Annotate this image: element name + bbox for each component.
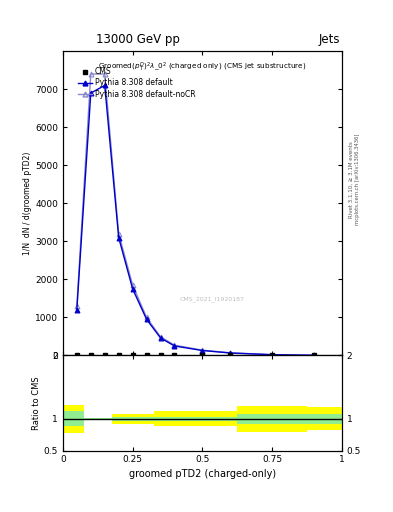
Text: Rivet 3.1.10, ≥ 3.1M events: Rivet 3.1.10, ≥ 3.1M events	[349, 141, 354, 218]
Text: mcplots.cern.ch [arXiv:1306.3436]: mcplots.cern.ch [arXiv:1306.3436]	[355, 134, 360, 225]
Legend: CMS, Pythia 8.308 default, Pythia 8.308 default-noCR: CMS, Pythia 8.308 default, Pythia 8.308 …	[75, 64, 198, 102]
Y-axis label: Ratio to CMS: Ratio to CMS	[32, 376, 41, 430]
Y-axis label: 1/N  dN / d(groomed pTD2): 1/N dN / d(groomed pTD2)	[23, 152, 32, 255]
Text: CMS_2021_I1920187: CMS_2021_I1920187	[180, 297, 245, 303]
Text: 13000 GeV pp: 13000 GeV pp	[95, 33, 180, 46]
X-axis label: groomed pTD2 (charged-only): groomed pTD2 (charged-only)	[129, 468, 276, 479]
Text: Jets: Jets	[318, 33, 340, 46]
Text: Groomed$(p_T^D)^2\lambda\_0^2$ (charged only) (CMS jet substructure): Groomed$(p_T^D)^2\lambda\_0^2$ (charged …	[98, 60, 307, 74]
